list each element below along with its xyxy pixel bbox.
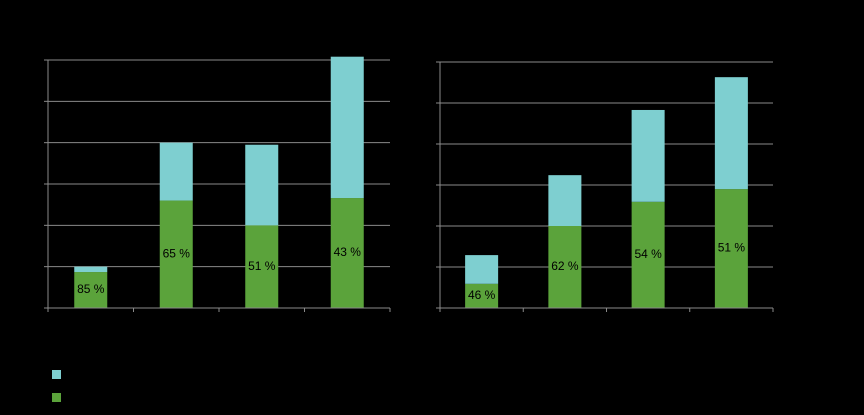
value-label: 46 % bbox=[468, 288, 496, 302]
bar-segment bbox=[330, 198, 364, 308]
bar-segment bbox=[465, 283, 499, 308]
bar-segment bbox=[548, 175, 582, 226]
bar-segment bbox=[631, 201, 665, 308]
bar-segment bbox=[159, 142, 193, 201]
value-label: 51 % bbox=[718, 241, 746, 255]
bar-segment bbox=[714, 77, 748, 190]
legend-swatch bbox=[52, 393, 61, 402]
bar-segment bbox=[548, 226, 582, 308]
legend-swatch bbox=[52, 370, 61, 379]
value-label: 43 % bbox=[334, 245, 362, 259]
bar-segment bbox=[330, 56, 364, 199]
value-label: 85 % bbox=[77, 282, 105, 296]
value-label: 51 % bbox=[248, 259, 276, 273]
value-label: 62 % bbox=[551, 259, 579, 273]
bar-segment bbox=[465, 255, 499, 284]
bar-segment bbox=[159, 200, 193, 308]
bar-segment bbox=[74, 272, 108, 308]
bar-segment bbox=[714, 189, 748, 308]
value-label: 65 % bbox=[163, 246, 191, 260]
bar-segment bbox=[631, 109, 665, 202]
bar-segment bbox=[245, 225, 279, 308]
bar-segment bbox=[245, 144, 279, 226]
value-label: 54 % bbox=[634, 247, 662, 261]
bar-segment bbox=[74, 266, 108, 273]
